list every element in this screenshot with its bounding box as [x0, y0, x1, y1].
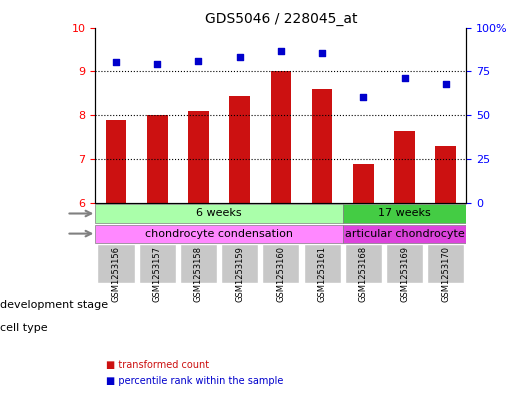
Title: GDS5046 / 228045_at: GDS5046 / 228045_at [205, 13, 357, 26]
FancyBboxPatch shape [98, 244, 135, 283]
Text: GSM1253170: GSM1253170 [441, 246, 450, 301]
Bar [95, 224, 343, 242]
FancyBboxPatch shape [221, 244, 258, 283]
FancyBboxPatch shape [180, 244, 217, 283]
Text: cell type: cell type [0, 323, 48, 333]
Bar [95, 204, 343, 222]
Bar [436, 146, 456, 204]
Text: GSM1253157: GSM1253157 [153, 246, 162, 301]
Point [277, 48, 285, 54]
Point [318, 50, 326, 56]
FancyBboxPatch shape [427, 244, 464, 283]
Bar [147, 116, 167, 204]
Text: GSM1253169: GSM1253169 [400, 246, 409, 301]
Point [359, 94, 368, 100]
Bar [105, 120, 126, 204]
Text: chondrocyte condensation: chondrocyte condensation [145, 229, 293, 239]
Bar [343, 204, 466, 222]
Text: GSM1253160: GSM1253160 [277, 246, 285, 301]
Text: ■ transformed count: ■ transformed count [106, 360, 209, 371]
Point [235, 54, 244, 60]
Bar [312, 89, 332, 204]
Bar [271, 72, 291, 204]
Text: GSM1253168: GSM1253168 [359, 246, 368, 302]
Bar [353, 164, 374, 204]
Text: GSM1253159: GSM1253159 [235, 246, 244, 301]
Point [194, 58, 202, 64]
Bar [229, 95, 250, 204]
Bar [188, 111, 209, 204]
Text: 6 weeks: 6 weeks [196, 209, 242, 219]
FancyBboxPatch shape [262, 244, 299, 283]
FancyBboxPatch shape [304, 244, 341, 283]
Text: GSM1253161: GSM1253161 [317, 246, 326, 301]
Text: articular chondrocyte: articular chondrocyte [344, 229, 464, 239]
Point [441, 81, 450, 87]
Text: development stage: development stage [0, 299, 108, 310]
FancyBboxPatch shape [139, 244, 176, 283]
FancyBboxPatch shape [345, 244, 382, 283]
FancyBboxPatch shape [386, 244, 423, 283]
Bar [343, 224, 466, 242]
Text: GSM1253158: GSM1253158 [194, 246, 203, 301]
Point [153, 61, 162, 67]
Point [400, 75, 409, 81]
Text: ■ percentile rank within the sample: ■ percentile rank within the sample [106, 376, 284, 386]
Bar [394, 131, 415, 204]
Point [112, 59, 120, 65]
Text: GSM1253156: GSM1253156 [111, 246, 120, 301]
Text: 17 weeks: 17 weeks [378, 209, 431, 219]
